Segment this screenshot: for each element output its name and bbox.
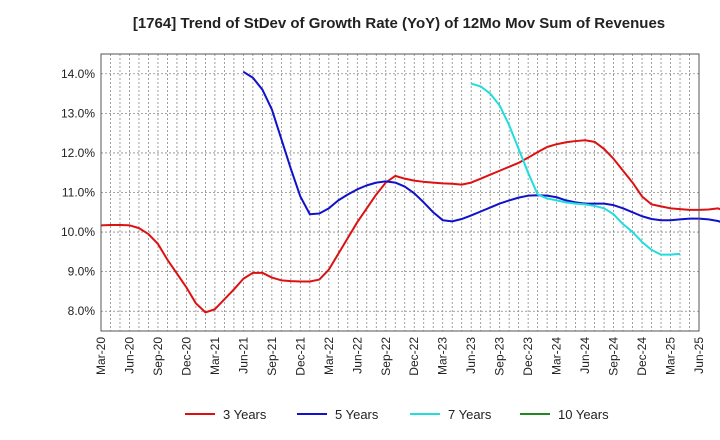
x-tick-label: Jun-24	[578, 337, 592, 374]
x-tick-label: Jun-20	[122, 337, 136, 374]
plot-area	[100, 53, 700, 332]
y-tick-label: 10.0%	[61, 225, 95, 239]
x-tick-label: Dec-22	[407, 337, 421, 376]
x-tick-label: Dec-24	[635, 337, 649, 376]
legend-label-10-years: 10 Years	[558, 407, 609, 422]
x-tick-label: Jun-25	[692, 337, 706, 374]
y-tick-label: 12.0%	[61, 146, 95, 160]
series-line-5-years	[242, 70, 720, 223]
y-tick-label: 9.0%	[68, 265, 96, 279]
x-tick-label: Jun-23	[464, 337, 478, 374]
legend-label-5-years: 5 Years	[335, 407, 379, 422]
x-axis-ticks: Mar-20 Jun-20 Sep-20 Dec-20 Mar-21 Jun-21 Sep-…	[94, 337, 706, 376]
x-tick-label: Sep-21	[265, 337, 279, 376]
x-tick-label: Jun-21	[236, 337, 250, 374]
x-tick-label: Mar-22	[322, 337, 336, 375]
x-tick-label: Dec-23	[521, 337, 535, 376]
x-tick-label: Mar-25	[664, 337, 678, 375]
x-tick-label: Sep-24	[607, 337, 621, 376]
y-tick-label: 14.0%	[61, 67, 95, 81]
x-tick-label: Sep-23	[493, 337, 507, 376]
x-tick-label: Jun-22	[350, 337, 364, 374]
legend-label-7-years: 7 Years	[448, 407, 492, 422]
series-line-3-years	[100, 139, 720, 314]
series-lines	[100, 70, 720, 314]
legend: 3 Years 5 Years 7 Years 10 Years	[185, 407, 609, 422]
x-tick-label: Mar-20	[94, 337, 108, 375]
chart-title: [1764] Trend of StDev of Growth Rate (Yo…	[133, 15, 665, 32]
x-tick-label: Mar-23	[436, 337, 450, 375]
legend-label-3-years: 3 Years	[223, 407, 267, 422]
series-line-7-years	[470, 82, 681, 256]
x-tick-label: Dec-20	[179, 337, 193, 376]
x-tick-label: Mar-24	[550, 337, 564, 375]
y-axis-ticks: 8.0% 9.0% 10.0% 11.0% 12.0% 13.0% 14.0%	[61, 67, 95, 318]
grid-lines	[101, 54, 699, 331]
x-tick-label: Sep-20	[151, 337, 165, 376]
y-tick-label: 13.0%	[61, 106, 95, 120]
y-tick-label: 11.0%	[62, 186, 95, 200]
y-tick-label: 8.0%	[68, 304, 96, 318]
x-tick-label: Mar-21	[208, 337, 222, 375]
x-tick-label: Sep-22	[379, 337, 393, 376]
x-tick-label: Dec-21	[293, 337, 307, 376]
